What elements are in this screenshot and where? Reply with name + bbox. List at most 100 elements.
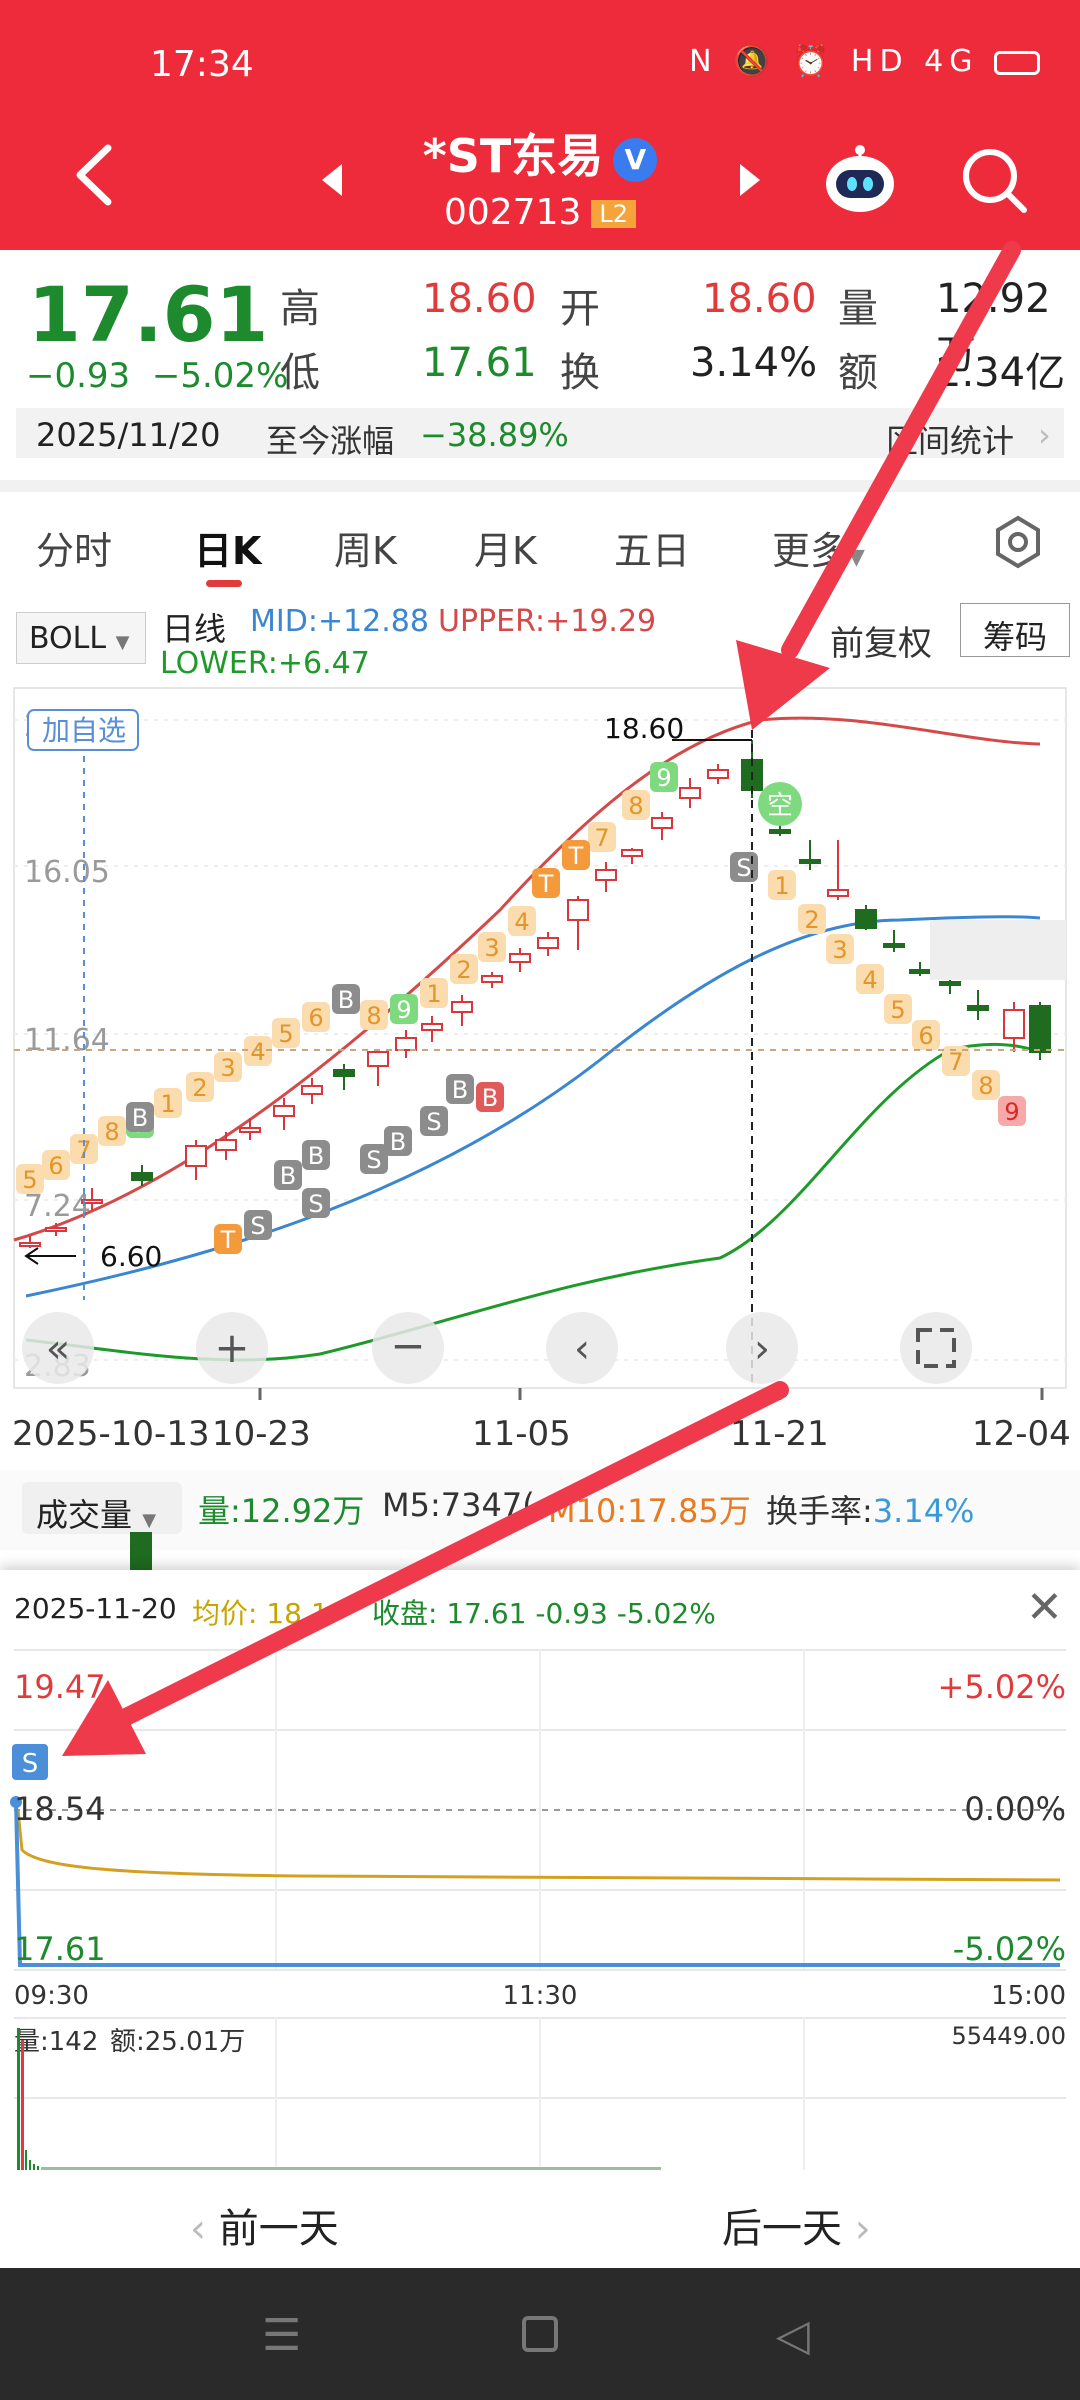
candle-body bbox=[827, 889, 849, 897]
tab-more-label: 更多 bbox=[772, 529, 849, 573]
low-value: 17.61 bbox=[422, 340, 537, 386]
td-count-badge-label: 1 bbox=[160, 1090, 175, 1118]
intraday-chart[interactable]: S 19.47 18.54 17.61 +5.02% 0.00% -5.02% … bbox=[0, 1640, 1080, 2180]
volume-m10: M10:17.85万 bbox=[548, 1492, 751, 1530]
td-count-badge-label: 8 bbox=[104, 1118, 119, 1146]
trade-signal-badge bbox=[532, 868, 560, 898]
volume-m5: M5:7347( bbox=[382, 1486, 535, 1524]
chip-distribution-button[interactable]: 筹码 bbox=[960, 603, 1070, 657]
tab-more[interactable]: 更多▼ bbox=[772, 520, 865, 575]
plus-icon: + bbox=[214, 1323, 249, 1372]
candle-body bbox=[769, 829, 791, 834]
stock-code-row: 002713 L2 bbox=[0, 192, 1080, 233]
td-count-badge-label: 3 bbox=[220, 1054, 235, 1082]
td-count-badge-label: 7 bbox=[76, 1136, 91, 1164]
boll-mid: MID:+12.88 bbox=[250, 604, 429, 639]
status-time: 17:34 bbox=[150, 44, 254, 85]
trade-signal-badge-label: B bbox=[132, 1104, 148, 1132]
pan-right-icon bbox=[726, 1312, 798, 1384]
candle-body bbox=[1003, 1009, 1025, 1039]
range-stats[interactable]: 区间统计 bbox=[886, 422, 1015, 460]
range-date: 2025/11/20 bbox=[36, 416, 221, 454]
period-label: 日线 bbox=[162, 610, 227, 648]
close-icon[interactable]: ✕ bbox=[1026, 1582, 1063, 1633]
td-count-badge bbox=[826, 934, 854, 964]
candle-body bbox=[909, 969, 931, 974]
prev-day-button[interactable]: ‹ 前一天 bbox=[190, 2196, 339, 2254]
open-label: 开 bbox=[560, 286, 600, 332]
td-count-badge-label: 7 bbox=[948, 1048, 963, 1076]
pct-low: -5.02% bbox=[953, 1930, 1066, 1968]
prev-stock-icon[interactable] bbox=[318, 160, 348, 200]
td-count-badge bbox=[98, 1116, 126, 1146]
candle-body bbox=[939, 981, 961, 986]
next-stock-icon[interactable] bbox=[734, 160, 764, 200]
tab-weekly-k[interactable]: 周K bbox=[334, 529, 397, 573]
trade-signal-badge bbox=[302, 1140, 330, 1170]
chevron-left-icon: ‹ bbox=[574, 1326, 590, 1372]
candle-body bbox=[1029, 1005, 1051, 1053]
home-icon[interactable] bbox=[522, 2316, 558, 2352]
adjust-mode-button[interactable]: 前复权 bbox=[830, 624, 932, 664]
prev-day-label: 前一天 bbox=[218, 2206, 339, 2252]
indicator-selector[interactable]: BOLL ▼ bbox=[16, 612, 146, 664]
price-line bbox=[14, 1801, 1060, 1967]
volume-label: 量 bbox=[838, 286, 878, 332]
amount-label: 额 bbox=[838, 350, 878, 396]
td-nine-badge bbox=[390, 994, 418, 1024]
back-icon[interactable] bbox=[70, 140, 120, 210]
search-icon[interactable] bbox=[960, 146, 1030, 216]
y-high: 19.47 bbox=[14, 1668, 106, 1706]
tab-monthly-k[interactable]: 月K bbox=[474, 529, 537, 573]
back-nav-icon[interactable]: ◁ bbox=[776, 2310, 810, 2361]
volume-indicator-selector[interactable]: 成交量 ▼ bbox=[22, 1482, 182, 1534]
td-count-badge-label: 3 bbox=[832, 936, 847, 964]
minute-volume-bar bbox=[21, 2040, 24, 2170]
td-count-badge-label: 3 bbox=[484, 934, 499, 962]
next-day-button[interactable]: 后一天 › bbox=[722, 2196, 871, 2254]
tab-intraday[interactable]: 分时 bbox=[36, 529, 113, 573]
tab-daily-k[interactable]: 日K bbox=[194, 529, 262, 573]
td-count-badge bbox=[186, 1072, 214, 1102]
caret-down-icon: ▼ bbox=[848, 545, 865, 570]
menu-icon[interactable]: ☰ bbox=[262, 2310, 302, 2361]
status-icons: N 🔕 ⏰ HD 4G bbox=[689, 44, 1040, 79]
change-pct: −5.02% bbox=[151, 356, 289, 396]
settings-icon[interactable] bbox=[990, 514, 1046, 570]
td-nine-badge-label: 9 bbox=[656, 764, 671, 792]
minute-volume-bar bbox=[17, 2028, 20, 2170]
chevron-right-icon: › bbox=[854, 2206, 871, 2252]
candle-body bbox=[19, 1242, 41, 1247]
trade-signal-badge bbox=[302, 1188, 330, 1218]
candle-body bbox=[707, 769, 729, 779]
robot-assistant-icon[interactable] bbox=[820, 140, 900, 220]
indicator-name: BOLL bbox=[29, 621, 107, 656]
range-infobar[interactable]: 2025/11/20 至今涨幅 −38.89% 区间统计 › bbox=[16, 408, 1064, 460]
y-tick-label: 7.24 bbox=[24, 1189, 91, 1224]
candle-body bbox=[215, 1139, 237, 1151]
candle-body bbox=[301, 1085, 323, 1095]
high-value: 18.60 bbox=[422, 276, 537, 322]
trade-signal-badge bbox=[274, 1160, 302, 1190]
stock-title: *ST东易 V bbox=[0, 120, 1080, 186]
sell-tag-box bbox=[12, 1744, 48, 1780]
candle-body bbox=[621, 849, 643, 857]
minute-volume-bar bbox=[29, 2160, 31, 2170]
change-value: −0.93 bbox=[26, 356, 131, 396]
trade-signal-badge bbox=[332, 984, 360, 1014]
tab-five-day[interactable]: 五日 bbox=[614, 529, 691, 573]
y-low: 17.61 bbox=[14, 1930, 106, 1968]
chevron-right-icon: › bbox=[754, 1326, 770, 1372]
price-start-dot bbox=[10, 1796, 22, 1808]
caret-down-icon: ▼ bbox=[115, 632, 130, 653]
td-count-badge-label: 5 bbox=[890, 996, 905, 1024]
stock-name: *ST东易 bbox=[422, 129, 604, 183]
collapse-icon bbox=[22, 1312, 94, 1384]
chart-controls: « + − ‹ › bbox=[22, 1312, 972, 1384]
trade-signal-badge-label: B bbox=[308, 1142, 324, 1170]
y-tick-label: 16.05 bbox=[24, 855, 110, 890]
boll-upper-line bbox=[13, 716, 1041, 1242]
trade-signal-badge bbox=[244, 1210, 272, 1240]
turnover-rate-value: 3.14% bbox=[872, 1492, 975, 1530]
